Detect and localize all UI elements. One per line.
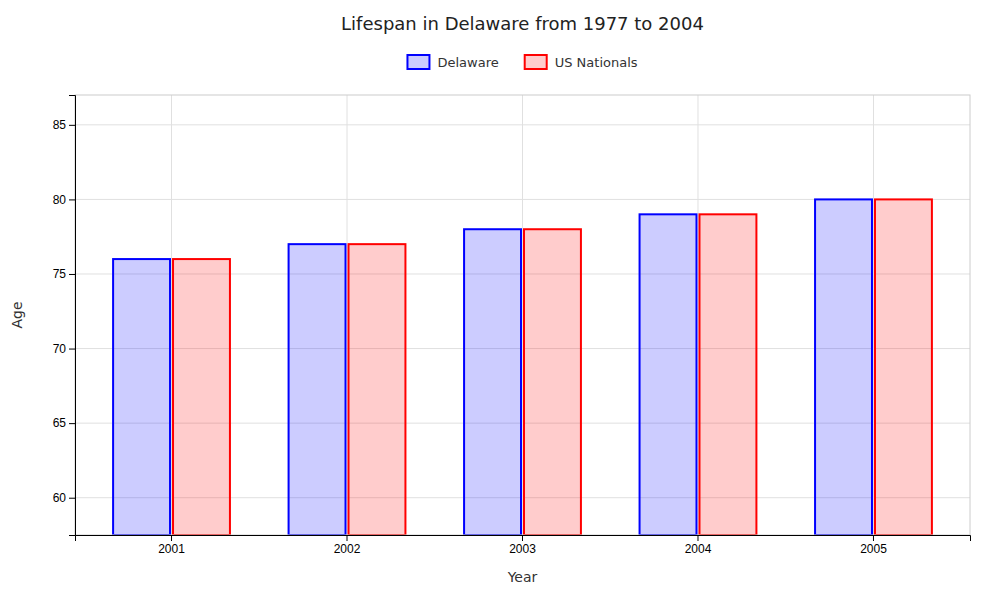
y-tick-label: 65 bbox=[53, 416, 67, 430]
grid-line-x bbox=[873, 95, 874, 535]
bar bbox=[875, 199, 932, 535]
x-tick-label: 2005 bbox=[860, 542, 887, 556]
y-tick: 80 bbox=[53, 193, 75, 207]
bar bbox=[173, 259, 230, 535]
x-tick-mark bbox=[697, 535, 698, 541]
x-tick-label: 2002 bbox=[334, 542, 361, 556]
y-tick-mark bbox=[69, 423, 75, 424]
x-tick: 2002 bbox=[334, 535, 361, 556]
bar bbox=[524, 229, 581, 535]
y-tick-mark bbox=[69, 125, 75, 126]
y-axis: 60 65 70 75 80 85 bbox=[53, 96, 76, 536]
x-tick-label: 2003 bbox=[509, 542, 536, 556]
y-tick: 75 bbox=[53, 267, 75, 281]
x-axis: 2001 2002 2003 2004 2005 bbox=[76, 535, 971, 556]
plot: 2001 2002 2003 2004 2005 60 65 70 75 80 85 bbox=[53, 95, 971, 556]
x-tick: 2003 bbox=[509, 535, 536, 556]
grid-line-x bbox=[347, 95, 348, 535]
y-tick-label: 80 bbox=[53, 193, 67, 207]
x-tick-mark bbox=[347, 535, 348, 541]
x-tick: 2001 bbox=[158, 535, 185, 556]
bar bbox=[349, 244, 406, 535]
x-tick-mark bbox=[171, 535, 172, 541]
y-tick-mark bbox=[69, 349, 75, 350]
y-tick-mark bbox=[69, 199, 75, 200]
x-tick-mark bbox=[522, 535, 523, 541]
y-tick-mark bbox=[69, 274, 75, 275]
y-tick-label: 60 bbox=[53, 491, 67, 505]
bar bbox=[113, 259, 170, 535]
bar bbox=[815, 199, 872, 535]
legend-swatch bbox=[525, 55, 547, 69]
y-tick: 60 bbox=[53, 491, 75, 505]
x-tick: 2004 bbox=[685, 535, 712, 556]
y-axis-title: Age bbox=[9, 301, 25, 328]
bar bbox=[464, 229, 521, 535]
x-tick-label: 2001 bbox=[158, 542, 185, 556]
y-tick: 65 bbox=[53, 416, 75, 430]
grid bbox=[75, 95, 970, 535]
x-tick-label: 2004 bbox=[685, 542, 712, 556]
x-axis-title: Year bbox=[507, 569, 538, 585]
legend-item: Delaware bbox=[407, 55, 498, 70]
legend-label: US Nationals bbox=[555, 55, 638, 70]
legend: Delaware US Nationals bbox=[407, 55, 637, 70]
chart-title: Lifespan in Delaware from 1977 to 2004 bbox=[341, 13, 704, 34]
y-tick-label: 85 bbox=[53, 118, 67, 132]
chart: 2001 2002 2003 2004 2005 60 65 70 75 80 85 Year Age L… bbox=[0, 0, 1000, 600]
bar bbox=[699, 214, 756, 535]
bar bbox=[640, 214, 697, 535]
x-tick-mark bbox=[873, 535, 874, 541]
grid-line-x bbox=[171, 95, 172, 535]
y-axis-line bbox=[69, 96, 76, 536]
x-axis-line bbox=[76, 536, 971, 542]
legend-swatch bbox=[407, 55, 429, 69]
plot-frame bbox=[75, 95, 970, 535]
grid-line-x bbox=[522, 95, 523, 535]
bar bbox=[289, 244, 346, 535]
legend-item: US Nationals bbox=[525, 55, 638, 70]
y-tick: 85 bbox=[53, 118, 75, 132]
x-tick: 2005 bbox=[860, 535, 887, 556]
legend-label: Delaware bbox=[437, 55, 498, 70]
y-tick-mark bbox=[69, 498, 75, 499]
y-tick-label: 70 bbox=[53, 342, 67, 356]
bars bbox=[113, 199, 932, 535]
y-tick: 70 bbox=[53, 342, 75, 356]
grid-line-x bbox=[697, 95, 698, 535]
y-tick-label: 75 bbox=[53, 267, 67, 281]
